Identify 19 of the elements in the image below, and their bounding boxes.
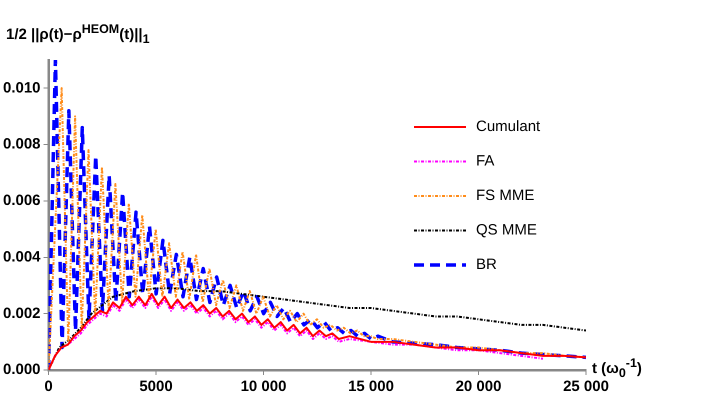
x-tick-label: 0 [44, 378, 53, 396]
y-tick-label: 0.004 [2, 248, 42, 266]
legend-label: FA [476, 152, 494, 170]
legend-label: QS MME [476, 222, 537, 239]
x-tick-label: 5000 [139, 378, 173, 396]
y-tick-label: 0.010 [2, 79, 41, 96]
x-tick-label: 20 000 [456, 378, 502, 396]
y-axis-title: 1/2 ||ρ(t)−ρ$^{HEOM}$(t)||$_{1}$ [6, 22, 150, 46]
legend-label: Cumulant [476, 118, 542, 136]
y-tick-label: 0.008 [2, 136, 41, 153]
legend-label: FS MME [476, 187, 534, 204]
legend-label: BR [476, 256, 498, 274]
y-tick-label: 0.002 [2, 304, 41, 322]
x-tick-label: 15 000 [348, 378, 394, 396]
y-tick-label: 0.006 [2, 192, 41, 210]
x-tick-label: 25 000 [563, 378, 609, 396]
x-tick-label: 10 000 [240, 378, 286, 396]
x-axis-title: t (ω$_{0}$$^{-1}$) [592, 356, 642, 380]
y-tick-label: 0.000 [2, 361, 41, 378]
